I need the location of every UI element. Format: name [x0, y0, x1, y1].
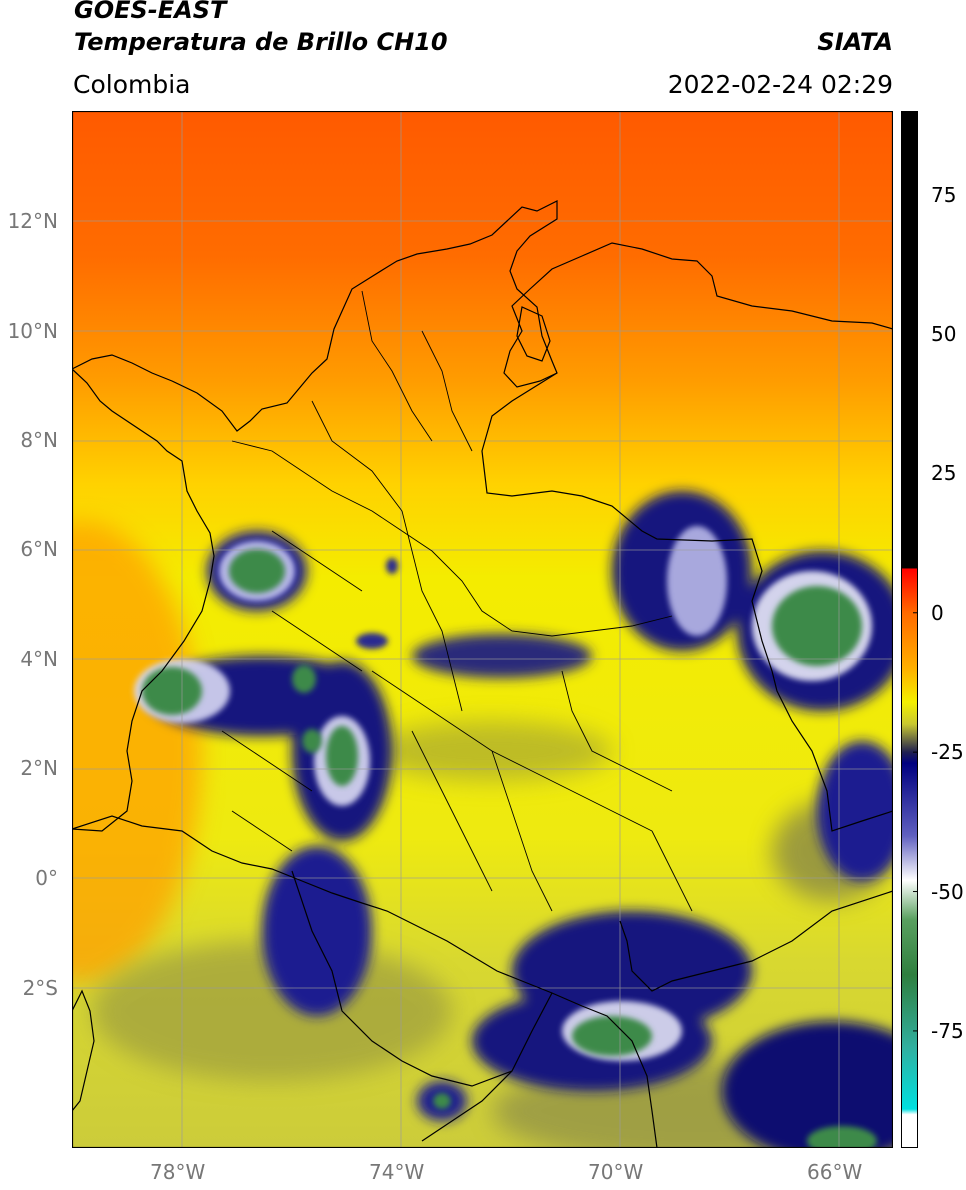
cloud-cluster — [412, 634, 592, 678]
lat-label: 0° — [35, 866, 58, 890]
organization-label: SIATA — [817, 28, 893, 56]
colorbar-ticks — [913, 194, 918, 1032]
colorbar-frame — [901, 111, 918, 1148]
product-title: Temperatura de Brillo CH10 — [74, 28, 448, 56]
colorbar-tick-label: -25 — [931, 740, 964, 765]
cold-cloud-cores — [142, 549, 877, 1148]
colorbar-tick-label: 25 — [931, 461, 957, 486]
colorbar-tick-label: 0 — [931, 600, 944, 625]
lon-label: 66°W — [807, 1160, 863, 1184]
timestamp-label: 2022-02-24 02:29 — [667, 70, 893, 99]
cloud-cluster — [262, 846, 372, 1016]
ecuador-coast — [72, 989, 95, 1112]
lat-label: 10°N — [7, 319, 58, 343]
lon-label: 78°W — [150, 1160, 206, 1184]
colorbar — [901, 111, 918, 1148]
colorbar-tick-label: -50 — [931, 879, 964, 904]
colorbar-tick-label: 50 — [931, 322, 957, 346]
ecuador-peru-border — [291, 870, 513, 1087]
graticule — [72, 111, 893, 1148]
peru-border — [421, 992, 553, 1142]
department-lines — [221, 290, 693, 912]
pacific-warm-region — [72, 521, 202, 981]
lat-label: 4°N — [20, 647, 58, 671]
lon-label: 70°W — [588, 1160, 644, 1184]
colombia-brazil-border — [619, 890, 893, 992]
colorbar-fill — [901, 111, 918, 1148]
map-frame — [72, 111, 893, 1148]
lat-label: 8°N — [20, 428, 58, 452]
cloud-cluster — [817, 741, 893, 881]
lon-label: 74°W — [369, 1160, 425, 1184]
colombia-venezuela-border — [481, 372, 893, 832]
borders — [72, 200, 893, 1148]
satellite-map — [72, 111, 893, 1148]
lat-label: 2°N — [20, 756, 58, 780]
lat-label: 12°N — [7, 209, 58, 233]
colorbar-tick-label: 75 — [931, 182, 957, 207]
colombia-south-border — [72, 815, 658, 1148]
lat-label: 2°S — [22, 976, 58, 1000]
pacific-coastline — [72, 368, 215, 832]
maracaibo-lake — [516, 306, 551, 362]
cloud-cluster — [722, 1021, 893, 1148]
lat-label: 6°N — [20, 537, 58, 561]
region-label: Colombia — [73, 70, 191, 99]
satellite-title: GOES-EAST — [74, 0, 227, 24]
caribbean-coastline — [72, 200, 893, 432]
colorbar-tick-label: -75 — [931, 1018, 964, 1043]
